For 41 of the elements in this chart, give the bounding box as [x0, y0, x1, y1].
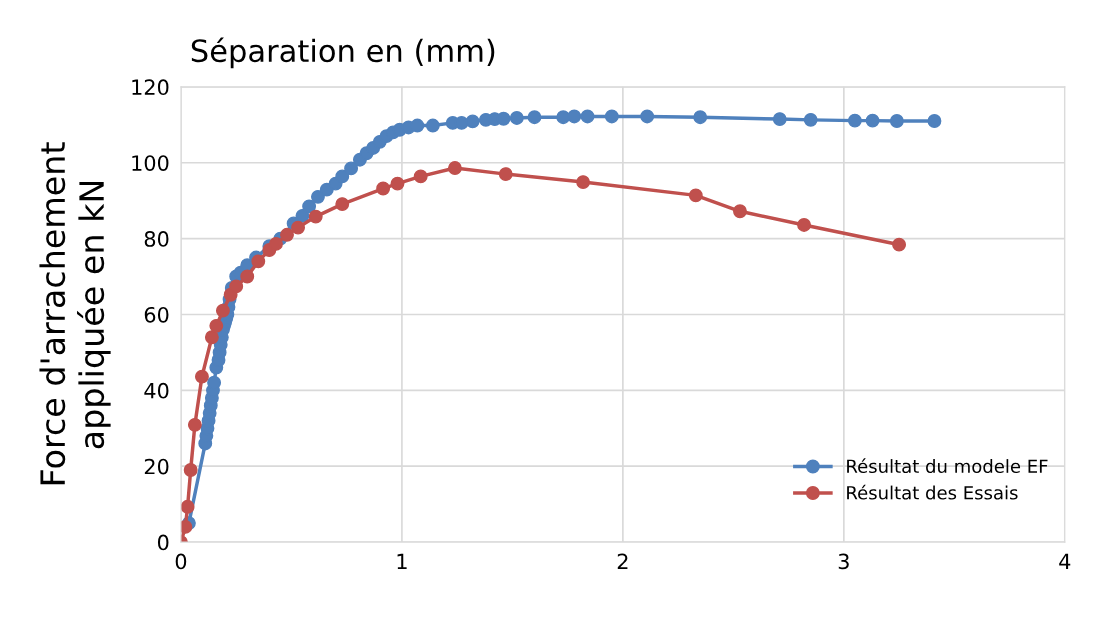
point [251, 254, 266, 269]
x-tick-label: 1 [397, 553, 407, 570]
point [204, 330, 219, 345]
x-tick-label: 2 [617, 553, 628, 570]
point [390, 176, 405, 191]
point [376, 181, 391, 196]
y-tick-label: 40 [144, 382, 169, 399]
point [576, 175, 591, 190]
y-tick-label: 60 [144, 306, 169, 323]
y-tick-label: 80 [144, 231, 169, 247]
y-tick-label: 100 [132, 155, 169, 171]
point [335, 197, 350, 212]
point [413, 169, 428, 184]
point [194, 369, 209, 384]
point [291, 220, 306, 235]
point [797, 217, 812, 232]
point [183, 463, 198, 477]
y-tick-label: 0 [157, 534, 169, 551]
point [498, 167, 513, 182]
point [209, 318, 224, 333]
chart-title: Séparation en (mm) [191, 37, 495, 69]
point [308, 209, 323, 224]
y-tick-label: 20 [144, 458, 169, 475]
point [892, 237, 907, 252]
point [447, 161, 462, 175]
x-tick-label: 3 [838, 553, 849, 570]
point [180, 499, 195, 514]
point [187, 417, 202, 432]
point [240, 269, 255, 284]
point [733, 204, 747, 219]
x-tick-label: 4 [1059, 553, 1071, 570]
point [229, 279, 244, 294]
legend-label: Résultat des Essais [847, 484, 1018, 500]
point [215, 303, 230, 318]
point [280, 227, 294, 242]
legend-label: Résultat du modele EF [847, 458, 1048, 474]
y-tick-label: 120 [132, 79, 169, 96]
x-tick-label: 0 [175, 553, 187, 570]
point [269, 236, 283, 251]
point [688, 188, 703, 203]
y-axis-title: Force d'arrachement appliquée en kN [39, 142, 111, 485]
